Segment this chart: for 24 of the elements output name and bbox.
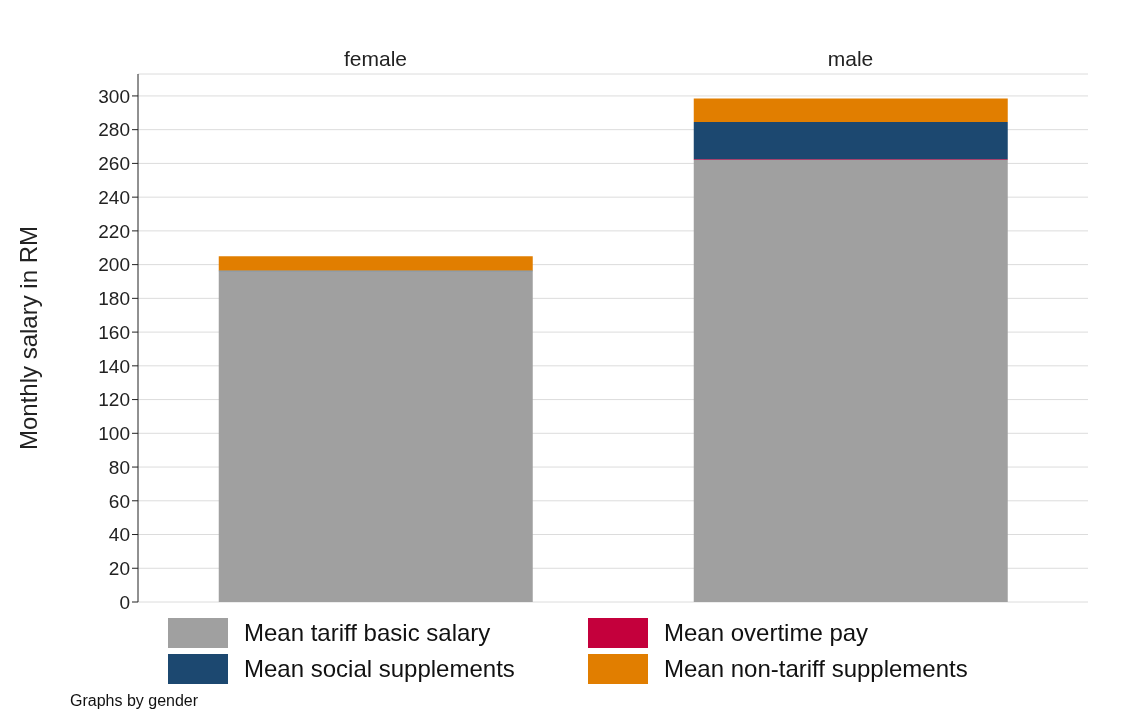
y-tick-label: 100 [98,423,130,445]
y-tick-label: 0 [119,591,130,613]
y-axis-title: Monthly salary in RM [14,225,42,451]
text: Graphs by gender [70,692,199,710]
y-tick-label: 280 [98,119,130,141]
y-tick-label: 240 [98,186,130,208]
y-tick-label: 120 [98,389,130,411]
y-tick-label: 180 [98,288,130,310]
legend-label: Mean non-tariff supplements [664,655,968,683]
legend-label: Mean overtime pay [664,619,869,647]
x-tick-label: female [343,47,408,70]
y-tick-label: 200 [98,254,130,276]
y-tick-label: 220 [98,220,130,242]
y-tick-label: 80 [108,456,130,478]
y-tick-label: 20 [108,558,130,580]
y-tick-label: 260 [98,153,130,175]
x-tick-label: male [827,47,874,70]
y-tick-label: 60 [108,490,130,512]
y-tick-label: 160 [98,321,130,343]
legend-label: Mean tariff basic salary [244,619,491,647]
y-tick-label: 140 [98,355,130,377]
legend-label: Mean social supplements [244,655,515,683]
y-tick-label: 300 [98,85,130,107]
y-tick-label: 40 [108,524,130,546]
